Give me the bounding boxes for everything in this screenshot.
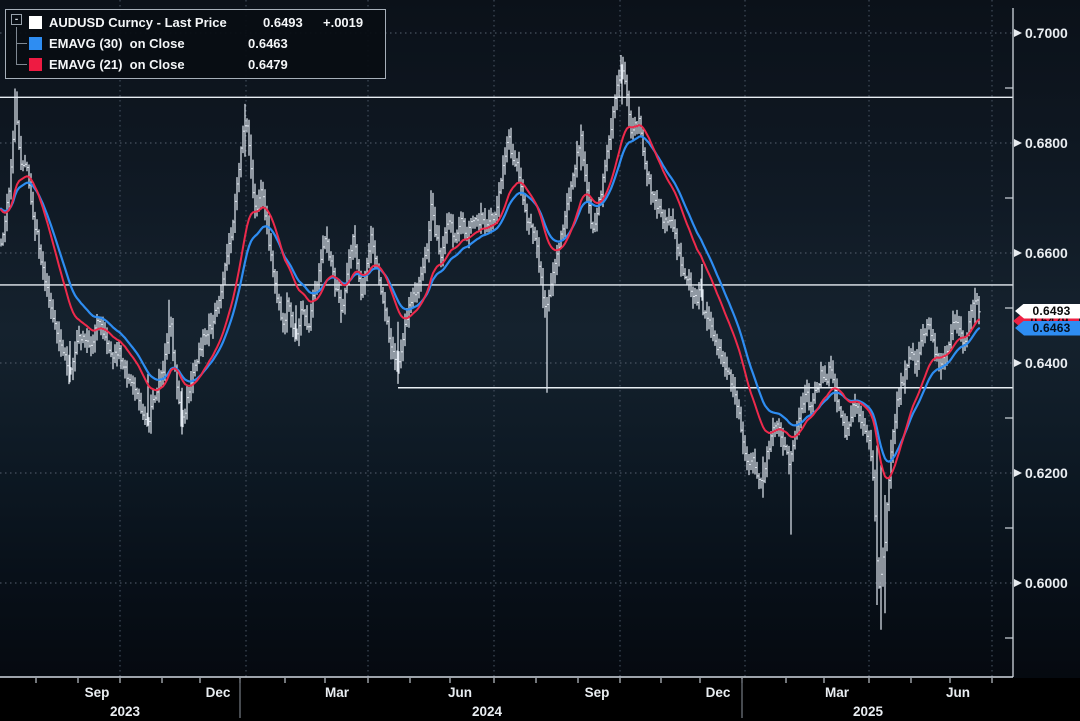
last-price-change: +.0019: [323, 15, 364, 30]
x-axis-month-label: Sep: [585, 685, 610, 700]
y-axis-tick-arrow: [1014, 29, 1022, 37]
x-axis-strip: [0, 678, 1080, 721]
y-axis-label: 0.6000: [1025, 575, 1068, 591]
x-axis-year-label: 2025: [853, 704, 884, 719]
last-price-tag: 0.6493: [1015, 303, 1080, 319]
y-axis-label: 0.7000: [1025, 25, 1068, 41]
price-bars: [0, 55, 980, 630]
y-axis-tick-arrow: [1014, 359, 1022, 367]
x-axis-year-label: 2023: [110, 704, 141, 719]
emavg-30-label: EMAVG (30) on Close: [49, 36, 185, 51]
legend-tree-stub-2: [16, 64, 27, 65]
last-price-swatch: [29, 16, 42, 29]
x-axis-month-label: Jun: [448, 685, 472, 700]
legend-row-last-price[interactable]: AUDUSD Curncy - Last Price 0.6493 +.0019: [6, 14, 385, 32]
x-axis-month-label: Dec: [706, 685, 731, 700]
emavg-21-label: EMAVG (21) on Close: [49, 57, 185, 72]
x-axis-month-label: Mar: [325, 685, 350, 700]
last-price-value: 0.6493: [263, 15, 303, 30]
x-axis-month-label: Mar: [825, 685, 850, 700]
price-close-ticks: [1, 64, 981, 588]
y-axis-tick-arrow: [1014, 579, 1022, 587]
y-axis-label: 0.6600: [1025, 245, 1068, 261]
y-axis-label: 0.6800: [1025, 135, 1068, 151]
emavg-30-value: 0.6463: [248, 36, 288, 51]
ema-21-line: [0, 124, 980, 480]
x-axis-month-label: Dec: [206, 685, 231, 700]
x-axis-month-label: Jun: [946, 685, 970, 700]
legend-collapse-toggle[interactable]: -: [11, 14, 22, 25]
emavg-21-value: 0.6479: [248, 57, 288, 72]
legend-row-emavg-21[interactable]: EMAVG (21) on Close 0.6479: [6, 56, 385, 74]
emavg-21-swatch: [29, 58, 42, 71]
legend-row-emavg-30[interactable]: EMAVG (30) on Close 0.6463: [6, 35, 385, 53]
chart-legend: - AUDUSD Curncy - Last Price 0.6493 +.00…: [5, 9, 386, 79]
emavg-30-price-tag: 0.6463: [1015, 320, 1080, 336]
emavg-30-swatch: [29, 37, 42, 50]
y-axis-label: 0.6400: [1025, 355, 1068, 371]
x-axis-year-label: 2024: [472, 704, 503, 719]
legend-tree-stub-1: [16, 43, 27, 44]
last-price-label: AUDUSD Curncy - Last Price: [49, 15, 227, 30]
y-axis-label: 0.6200: [1025, 465, 1068, 481]
y-axis-tick-arrow: [1014, 249, 1022, 257]
y-axis-tick-arrow: [1014, 139, 1022, 147]
legend-tree-line: [16, 27, 17, 64]
x-axis-month-label: Sep: [85, 685, 110, 700]
y-axis-tick-arrow: [1014, 469, 1022, 477]
